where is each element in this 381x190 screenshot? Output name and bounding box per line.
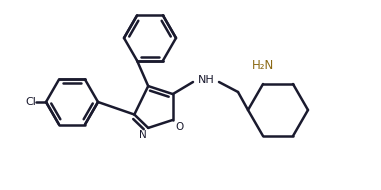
Text: N: N (139, 130, 147, 140)
Text: O: O (176, 122, 184, 132)
Text: Cl: Cl (25, 97, 36, 107)
Text: NH: NH (198, 75, 215, 85)
Text: H₂N: H₂N (252, 59, 274, 72)
